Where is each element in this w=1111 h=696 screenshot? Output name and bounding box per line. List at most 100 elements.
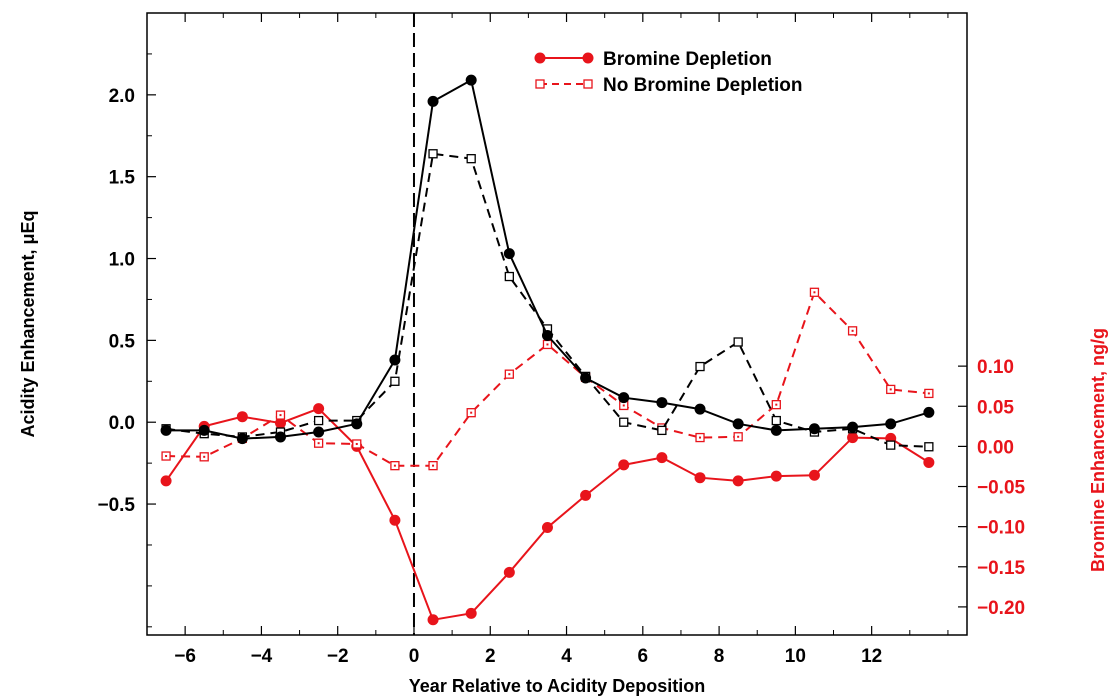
data-point-bromine-bromine-depletion [580,489,592,501]
data-point-center-bromine-no-bromine-depletion [737,435,740,438]
data-point-bromine-bromine-depletion [618,459,630,471]
data-point-acidity-bromine-depletion [847,421,859,433]
y-left-tick-label: 0.0 [109,413,135,434]
y-left-tick-label: 1.5 [109,168,136,189]
data-point-center-bromine-no-bromine-depletion [355,442,358,445]
data-point-acidity-bromine-depletion [427,95,439,107]
legend-marker-bromine-depletion-right [582,52,594,64]
data-point-acidity-no-bromine-depletion [313,415,324,426]
data-point-acidity-no-bromine-depletion [466,154,476,164]
data-point-center-bromine-no-bromine-depletion [203,455,206,458]
data-point-bromine-bromine-depletion [465,607,477,619]
x-tick-label: −2 [327,646,349,667]
legend-marker-no-bromine-depletion-right [583,79,593,89]
data-point-acidity-bromine-depletion [732,418,744,430]
data-point-bromine-bromine-depletion [732,475,744,487]
data-point-acidity-no-bromine-depletion [886,440,896,450]
series-line-acidity-bromine-depletion [166,78,930,440]
data-point-acidity-no-bromine-depletion [924,442,934,452]
x-tick-label: 4 [561,646,572,667]
data-point-bromine-bromine-depletion [160,475,172,487]
y-axis-title-left: Acidity Enhancement, μEq [18,210,38,437]
data-point-acidity-bromine-depletion [503,248,515,260]
data-point-center-bromine-no-bromine-depletion [622,404,625,407]
data-point-acidity-no-bromine-depletion [733,337,743,347]
plot-area [146,12,968,636]
data-point-center-bromine-no-bromine-depletion [508,373,511,376]
x-tick-label: 6 [638,646,649,667]
data-point-acidity-bromine-depletion [465,74,477,86]
ticks-layer: −6 −4 −2 0 2 4 6 8 10 12 −0.5 0.0 0.5 1.0 1.5 2.0 −0.20 −… [97,13,1026,667]
series-line-acidity-no-bromine-depletion [165,152,929,448]
data-point-bromine-bromine-depletion [923,456,935,468]
y-right-tick-label: −0.10 [977,518,1025,539]
y-right-tick-label: −0.15 [977,558,1026,579]
data-point-acidity-no-bromine-depletion [428,149,438,159]
data-point-center-bromine-no-bromine-depletion [432,464,435,467]
data-point-acidity-no-bromine-depletion [695,361,705,372]
data-point-bromine-bromine-depletion [313,403,325,415]
data-point-acidity-bromine-depletion [236,433,248,445]
data-point-acidity-no-bromine-depletion [390,376,400,386]
x-tick-label: 8 [714,646,725,667]
data-point-center-bromine-no-bromine-depletion [699,436,702,439]
x-tick-label: −6 [174,646,196,667]
data-point-center-bromine-no-bromine-depletion [889,388,892,391]
x-tick-label: −4 [251,646,273,667]
data-point-acidity-bromine-depletion [274,431,286,443]
x-tick-label: 10 [785,646,806,667]
data-point-acidity-bromine-depletion [885,418,897,430]
data-point-bromine-bromine-depletion [808,469,820,481]
y-left-tick-label: 2.0 [109,86,135,107]
data-point-center-bromine-no-bromine-depletion [279,414,282,417]
y-left-tick-label: 0.5 [109,331,136,352]
y-right-tick-label: 0.00 [977,437,1014,458]
data-point-bromine-bromine-depletion [274,417,286,429]
legend: Bromine Depletion No Bromine Depletion [534,49,803,96]
data-point-center-bromine-no-bromine-depletion [165,455,168,458]
data-point-acidity-bromine-depletion [313,426,325,438]
data-point-acidity-bromine-depletion [351,418,363,430]
x-tick-label: 2 [485,646,496,667]
data-point-bromine-bromine-depletion [847,432,859,444]
data-point-acidity-bromine-depletion [618,392,630,404]
x-tick-label: 12 [861,646,882,667]
y-left-tick-label: 1.0 [109,250,135,271]
data-point-center-bromine-no-bromine-depletion [851,329,854,332]
data-point-center-bromine-no-bromine-depletion [317,442,320,445]
data-point-acidity-bromine-depletion [198,424,210,436]
y-axis-title-right: Bromine Enhancement, ng/g [1088,328,1108,572]
data-point-acidity-no-bromine-depletion [657,425,667,436]
data-point-acidity-bromine-depletion [694,403,706,415]
legend-label-no-bromine-depletion: No Bromine Depletion [603,75,803,96]
data-point-center-bromine-no-bromine-depletion [470,411,473,414]
legend-marker-no-bromine-depletion-left [535,79,545,89]
y-right-tick-label: 0.05 [977,397,1014,418]
data-point-center-bromine-no-bromine-depletion [775,403,778,406]
y-right-tick-label: −0.05 [977,478,1026,499]
data-point-center-bromine-no-bromine-depletion [546,343,549,346]
data-point-acidity-bromine-depletion [770,424,782,436]
y-right-tick-label: 0.10 [977,357,1014,378]
data-point-acidity-no-bromine-depletion [504,271,514,282]
legend-marker-bromine-depletion-left [534,52,546,64]
data-point-bromine-bromine-depletion [503,566,515,578]
data-point-acidity-bromine-depletion [808,423,820,435]
data-point-center-bromine-no-bromine-depletion [927,392,930,395]
data-point-bromine-bromine-depletion [541,521,553,533]
x-axis-title: Year Relative to Acidity Deposition [409,676,705,696]
data-point-acidity-no-bromine-depletion [619,417,629,427]
data-point-bromine-bromine-depletion [236,411,248,423]
data-point-bromine-bromine-depletion [656,452,668,464]
data-point-center-bromine-no-bromine-depletion [393,464,396,467]
plot-frame [146,12,968,636]
data-point-center-bromine-no-bromine-depletion [813,291,816,294]
data-point-acidity-no-bromine-depletion [771,415,781,426]
data-point-bromine-bromine-depletion [427,614,439,626]
legend-label-bromine-depletion: Bromine Depletion [603,49,772,70]
data-point-acidity-bromine-depletion [541,329,553,341]
data-point-acidity-bromine-depletion [389,354,401,366]
x-tick-label: 0 [409,646,420,667]
data-point-bromine-bromine-depletion [694,472,706,484]
